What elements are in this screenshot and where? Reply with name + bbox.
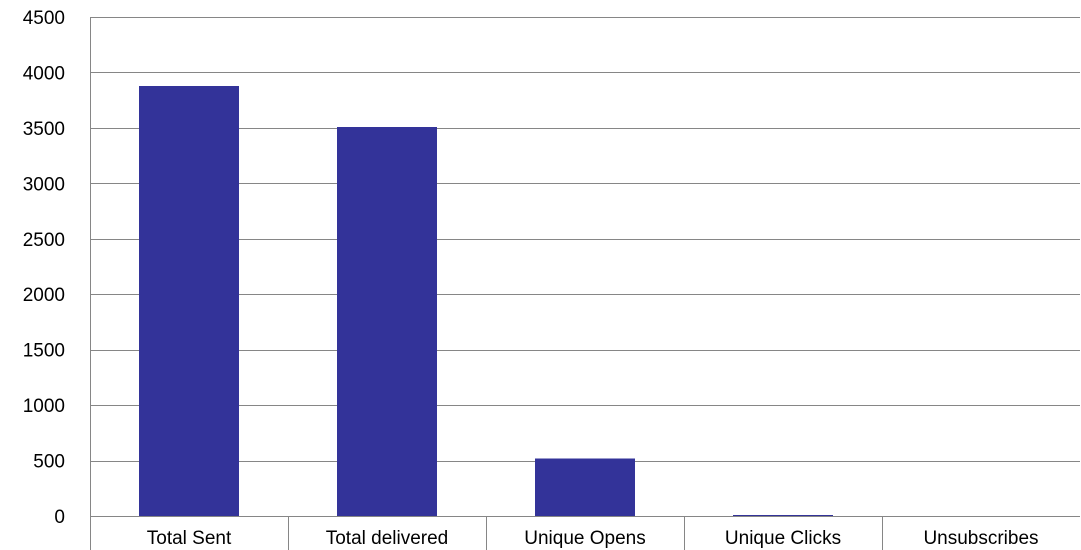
x-category-label: Unsubscribes xyxy=(923,528,1038,549)
x-category-label: Total delivered xyxy=(326,528,449,549)
bar-unique-clicks xyxy=(733,514,833,516)
x-category-label: Total Sent xyxy=(147,528,232,549)
y-tick-label: 1500 xyxy=(23,341,65,362)
y-tick-label: 3500 xyxy=(23,119,65,140)
bars xyxy=(139,85,833,517)
y-tick-label: 2000 xyxy=(23,285,65,306)
y-tick-label: 500 xyxy=(33,452,65,473)
y-tick-label: 3000 xyxy=(23,174,65,195)
bar-total-delivered xyxy=(337,126,437,516)
y-tick-label: 1000 xyxy=(23,396,65,417)
x-category-labels: Total Sent Total delivered Unique Opens Uni… xyxy=(147,528,1039,549)
y-tick-label: 4000 xyxy=(23,63,65,84)
axes xyxy=(90,17,1080,550)
x-category-label: Unique Clicks xyxy=(725,528,841,549)
x-category-label: Unique Opens xyxy=(524,528,645,549)
y-tick-labels: 0 500 1000 1500 2000 2500 3000 3500 4000 4500 xyxy=(23,8,65,528)
gridlines xyxy=(90,17,1080,462)
y-tick-label: 0 xyxy=(54,507,65,528)
bar-total-sent xyxy=(139,85,239,517)
bar-unique-opens xyxy=(535,458,635,516)
y-tick-label: 4500 xyxy=(23,8,65,29)
y-tick-label: 2500 xyxy=(23,230,65,251)
